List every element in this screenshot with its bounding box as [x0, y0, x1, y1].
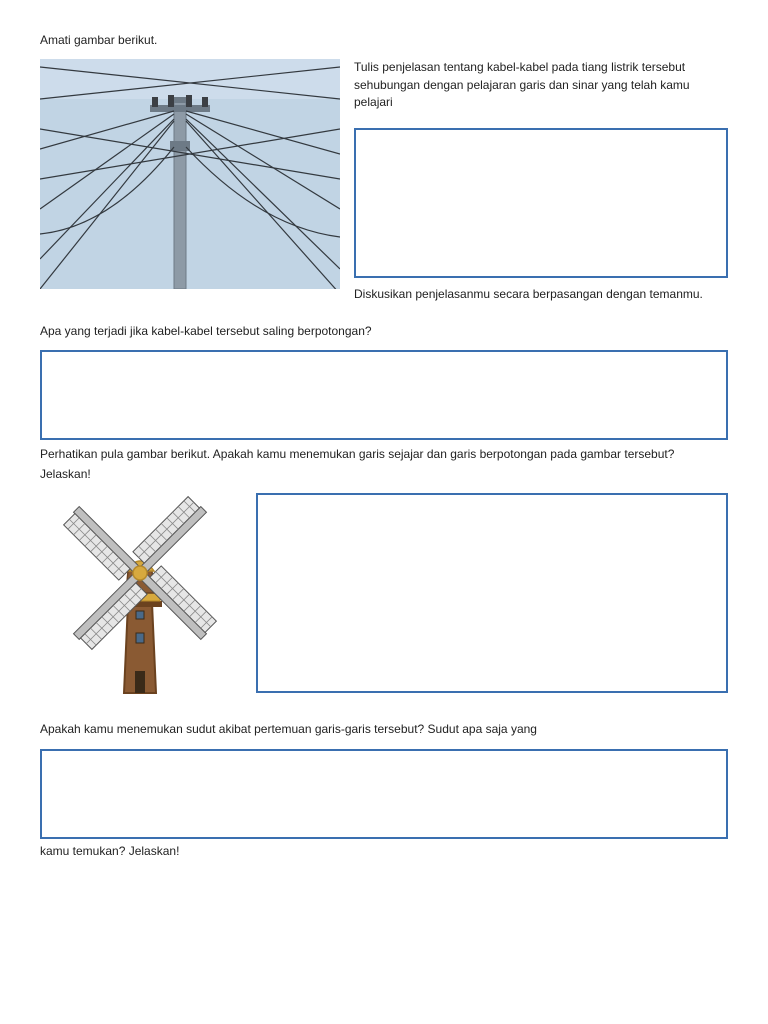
question-3a-text: Perhatikan pula gambar berikut. Apakah k…	[40, 446, 728, 463]
answer-box-3[interactable]	[256, 493, 728, 693]
question-2-text: Apa yang terjadi jika kabel-kabel terseb…	[40, 323, 728, 340]
question-1-text: Tulis penjelasan tentang kabel-kabel pad…	[354, 59, 728, 111]
question-4b-text: kamu temukan? Jelaskan!	[40, 843, 728, 860]
answer-box-4[interactable]	[40, 749, 728, 839]
power-pole-image	[40, 59, 340, 289]
question-4-text: Apakah kamu menemukan sudut akibat perte…	[40, 721, 728, 738]
answer-box-2[interactable]	[40, 350, 728, 440]
section-3	[40, 493, 728, 703]
question-1b-text: Diskusikan penjelasanmu secara berpasang…	[354, 286, 728, 303]
answer-box-1[interactable]	[354, 128, 728, 278]
section-1: Tulis penjelasan tentang kabel-kabel pad…	[40, 59, 728, 313]
intro-text: Amati gambar berikut.	[40, 32, 728, 49]
windmill-image	[40, 493, 240, 703]
question-3b-text: Jelaskan!	[40, 466, 728, 483]
